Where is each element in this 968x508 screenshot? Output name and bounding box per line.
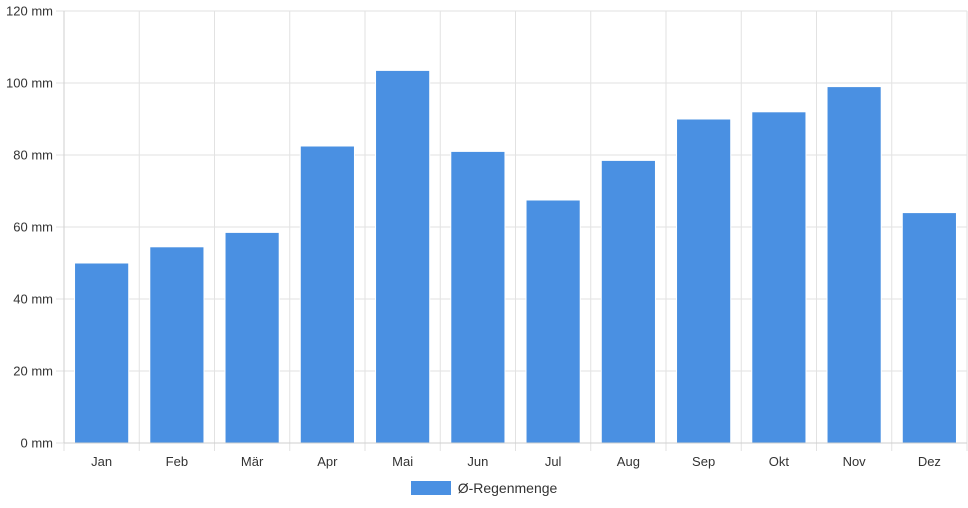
x-tick-label: Jun: [467, 454, 488, 469]
x-tick-label: Apr: [317, 454, 338, 469]
x-tick-label: Sep: [692, 454, 715, 469]
bar-mär[interactable]: [224, 231, 280, 444]
bar-jun[interactable]: [450, 150, 506, 444]
bar-jul[interactable]: [525, 199, 581, 444]
chart-grid: [63, 10, 968, 451]
bar-okt[interactable]: [751, 111, 807, 444]
legend[interactable]: Ø-Regenmenge: [0, 480, 968, 496]
y-tick-label: 120 mm: [6, 4, 53, 19]
y-tick-label: 60 mm: [13, 220, 53, 235]
y-tick-label: 0 mm: [21, 436, 54, 451]
bar-apr[interactable]: [299, 145, 355, 444]
y-axis-labels: 0 mm 20 mm 40 mm 60 mm 80 mm 100 mm 120 mm: [6, 4, 53, 451]
legend-label: Ø-Regenmenge: [457, 480, 558, 496]
legend-swatch: [410, 481, 451, 495]
x-tick-label: Okt: [769, 454, 790, 469]
bar-aug[interactable]: [600, 159, 656, 444]
x-tick-label: Nov: [843, 454, 867, 469]
y-tick-label: 100 mm: [6, 76, 53, 91]
x-tick-label: Aug: [617, 454, 640, 469]
bar-sep[interactable]: [676, 118, 732, 444]
y-tick-label: 40 mm: [13, 292, 53, 307]
y-tick-label: 20 mm: [13, 364, 53, 379]
x-tick-label: Feb: [166, 454, 188, 469]
bar-feb[interactable]: [149, 246, 205, 444]
x-tick-label: Jan: [91, 454, 112, 469]
y-tick-label: 80 mm: [13, 148, 53, 163]
bar-dez[interactable]: [901, 212, 957, 444]
bar-mai[interactable]: [375, 69, 431, 444]
x-tick-label: Mär: [241, 454, 264, 469]
x-axis-labels: Jan Feb Mär Apr Mai Jun Jul Aug Sep Okt Nov Dez: [91, 454, 941, 469]
chart-bars: [74, 69, 957, 444]
x-tick-label: Dez: [918, 454, 941, 469]
chart-axes: [56, 10, 967, 444]
x-tick-label: Jul: [545, 454, 562, 469]
x-tick-label: Mai: [392, 454, 413, 469]
bar-jan[interactable]: [74, 262, 130, 444]
bar-nov[interactable]: [826, 86, 882, 444]
